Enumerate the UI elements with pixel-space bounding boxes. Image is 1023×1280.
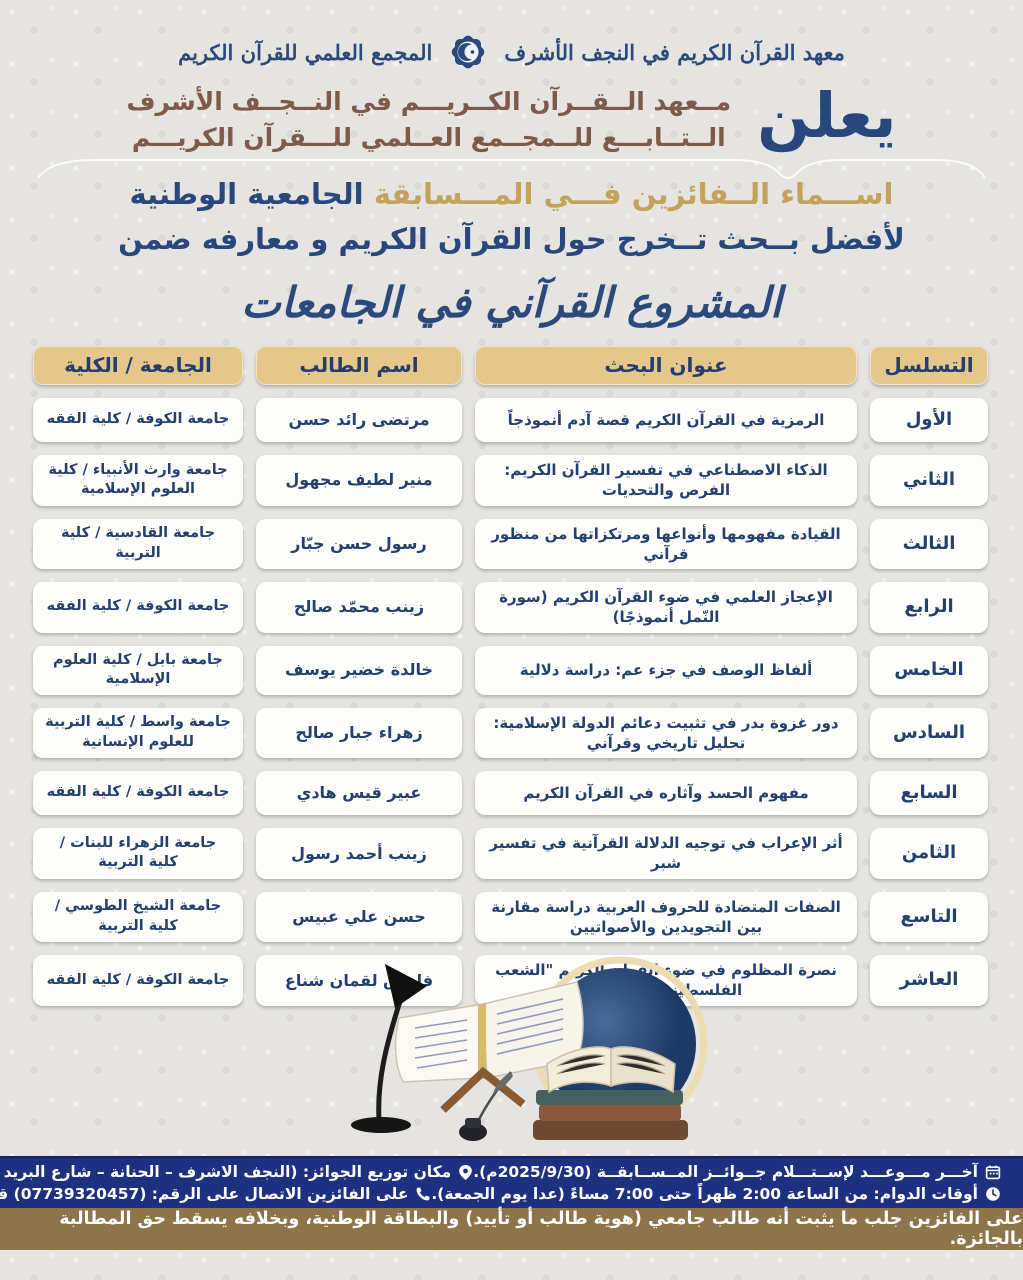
title-line1-navy: الجامعية الوطنية	[129, 177, 364, 211]
inkwell-quill	[459, 1071, 513, 1141]
student-name-cell: حسن علي عبيس	[256, 891, 462, 943]
institute-emblem-icon	[451, 35, 485, 69]
research-title-cell: القيادة مفهومها وأنواعها ومرتكزاتها من م…	[475, 518, 857, 569]
student-name-cell: مرتضى رائد حسن	[256, 398, 462, 442]
research-title-cell: ألفاظ الوصف في جزء عم: دراسة دلالية	[475, 645, 857, 695]
notice-bar: على الفائزين جلب ما يثبت أنه طالب جامعي …	[0, 1208, 1023, 1250]
rank-cell: الأول	[870, 398, 988, 442]
rank-cell: الرابع	[870, 582, 988, 633]
institute-lines: مــعهد الــقــرآن الكــريـــم في النــجـ…	[126, 84, 731, 157]
academy-calligraphy: المجمع العلمي للقرآن الكريم	[178, 39, 433, 65]
student-name-cell: زينب محمّد صالح	[256, 582, 462, 633]
student-name-cell: منير لطيف مجهول	[256, 455, 462, 506]
announce-word: يعلن	[757, 79, 897, 153]
university-cell: جامعة الشيخ الطوسي / كلية التربية	[33, 891, 243, 943]
location-pin-icon	[459, 1164, 473, 1180]
research-title-cell: أثر الإعراب في توجيه الدلالة القرآنية في…	[475, 828, 857, 879]
research-title-cell: الصفات المتضادة للحروف العربية دراسة مقا…	[475, 891, 857, 943]
info-line-1: آخـــر مـــوعـــد لإســتـــلام جــوائــز…	[0, 1163, 1001, 1181]
institute-line2: الــتــابـــع للــمجــمع العــلمي للـــق…	[131, 123, 726, 153]
rank-cell: التاسع	[870, 891, 988, 943]
institute-calligraphy: معهد القرآن الكريم في النجف الأشرف	[504, 39, 845, 65]
rank-cell: السابع	[870, 771, 988, 816]
location-segment: مكان توزيع الجوائز: (النجف الاشرف – الحن…	[0, 1163, 473, 1181]
calendar-icon	[985, 1165, 1001, 1180]
research-title-cell: الرمزية في القرآن الكريم قصة آدم أنموذجا…	[475, 398, 857, 442]
hours-text: أوقات الدوام: من الساعة 2:00 ظهراً حتى 7…	[431, 1185, 978, 1203]
student-name-cell: فاروق لقمان شناع	[256, 955, 462, 1006]
research-title-cell: الذكاء الاصطناعي في تفسير القرآن الكريم:…	[475, 455, 857, 506]
clock-icon	[986, 1187, 1000, 1201]
header-university: الجامعة / الكلية	[33, 346, 243, 385]
research-title-cell: دور غزوة بدر في تثبيت دعائم الدولة الإسل…	[475, 707, 857, 759]
notice-text: على الفائزين جلب ما يثبت أنه طالب جامعي …	[59, 1209, 1023, 1249]
university-cell: جامعة بابل / كلية العلوم الإسلامية	[33, 645, 243, 695]
header-student: اسم الطالب	[256, 346, 462, 385]
rank-cell: الثامن	[870, 828, 988, 879]
title-line1-gold: اســـماء الــفائزين فـــي المـــسابقة	[373, 177, 894, 211]
student-name-cell: زينب أحمد رسول	[256, 828, 462, 879]
university-cell: جامعة وارث الأنبياء / كلية العلوم الإسلا…	[33, 455, 243, 506]
location-text: مكان توزيع الجوائز: (النجف الاشرف – الحن…	[0, 1163, 452, 1181]
deadline-text: آخـــر مـــوعـــد لإســتـــلام جــوائــز…	[473, 1163, 978, 1181]
student-name-cell: زهراء جبار صالح	[256, 707, 462, 759]
project-calligraphy: المشروع القرآني في الجامعات	[241, 278, 782, 327]
university-cell: جامعة القادسية / كلية التربية	[33, 518, 243, 569]
rank-cell: السادس	[870, 707, 988, 759]
lamp	[351, 964, 427, 1133]
university-cell: جامعة الزهراء للبنات / كلية التربية	[33, 828, 243, 879]
university-cell: جامعة واسط / كلية التربية للعلوم الإنسان…	[33, 707, 243, 759]
results-table: التسلسل عنوان البحث اسم الطالب الجامعة /…	[33, 346, 988, 1006]
phone-segment: على الفائزين الاتصال على الرقم: (0773932…	[0, 1185, 431, 1203]
header-research: عنوان البحث	[475, 346, 857, 385]
brace-ornament	[37, 159, 986, 179]
university-cell: جامعة الكوفة / كلية الفقه	[33, 771, 243, 816]
rank-cell: الثاني	[870, 455, 988, 506]
masthead: معهد القرآن الكريم في النجف الأشرف المجم…	[0, 30, 1023, 74]
quran-illustration	[351, 956, 708, 1141]
university-cell: جامعة الكوفة / كلية الفقه	[33, 398, 243, 442]
student-name-cell: عبير قيس هادي	[256, 771, 462, 816]
book-stack	[533, 1046, 688, 1140]
rank-cell: الثالث	[870, 518, 988, 569]
deadline-segment: آخـــر مـــوعـــد لإســتـــلام جــوائــز…	[473, 1163, 1001, 1181]
phone-text: على الفائزين الاتصال على الرقم: (0773932…	[0, 1185, 409, 1203]
university-cell: جامعة الكوفة / كلية الفقه	[33, 955, 243, 1006]
institute-line1: مــعهد الــقــرآن الكــريـــم في النــجـ…	[126, 87, 732, 116]
announce-row: يعلن مــعهد الــقــرآن الكــريـــم في ال…	[110, 84, 913, 157]
research-title-cell: الإعجاز العلمي في ضوء القرآن الكريم (سور…	[475, 582, 857, 633]
info-line-2: أوقات الدوام: من الساعة 2:00 ظهراً حتى 7…	[0, 1185, 1001, 1203]
research-title-cell: مفهوم الحسد وآثاره في القرآن الكريم	[475, 771, 857, 816]
phone-icon	[417, 1187, 430, 1201]
rank-cell: الخامس	[870, 645, 988, 695]
student-name-cell: رسول حسن جبّار	[256, 518, 462, 569]
rank-cell: العاشر	[870, 955, 988, 1006]
title-block: اســـماء الــفائزين فـــي المـــسابقة ال…	[60, 172, 963, 262]
quran-on-stand	[394, 981, 584, 1113]
student-name-cell: خالدة خضير يوسف	[256, 645, 462, 695]
header-rank: التسلسل	[870, 346, 988, 385]
title-line2: لأفضل بــحث تــخرج حول القرآن الكريم و م…	[118, 221, 905, 256]
info-bar: آخـــر مـــوعـــد لإســتـــلام جــوائــز…	[0, 1156, 1023, 1208]
university-cell: جامعة الكوفة / كلية الفقه	[33, 582, 243, 633]
hours-segment: أوقات الدوام: من الساعة 2:00 ظهراً حتى 7…	[431, 1185, 1001, 1203]
